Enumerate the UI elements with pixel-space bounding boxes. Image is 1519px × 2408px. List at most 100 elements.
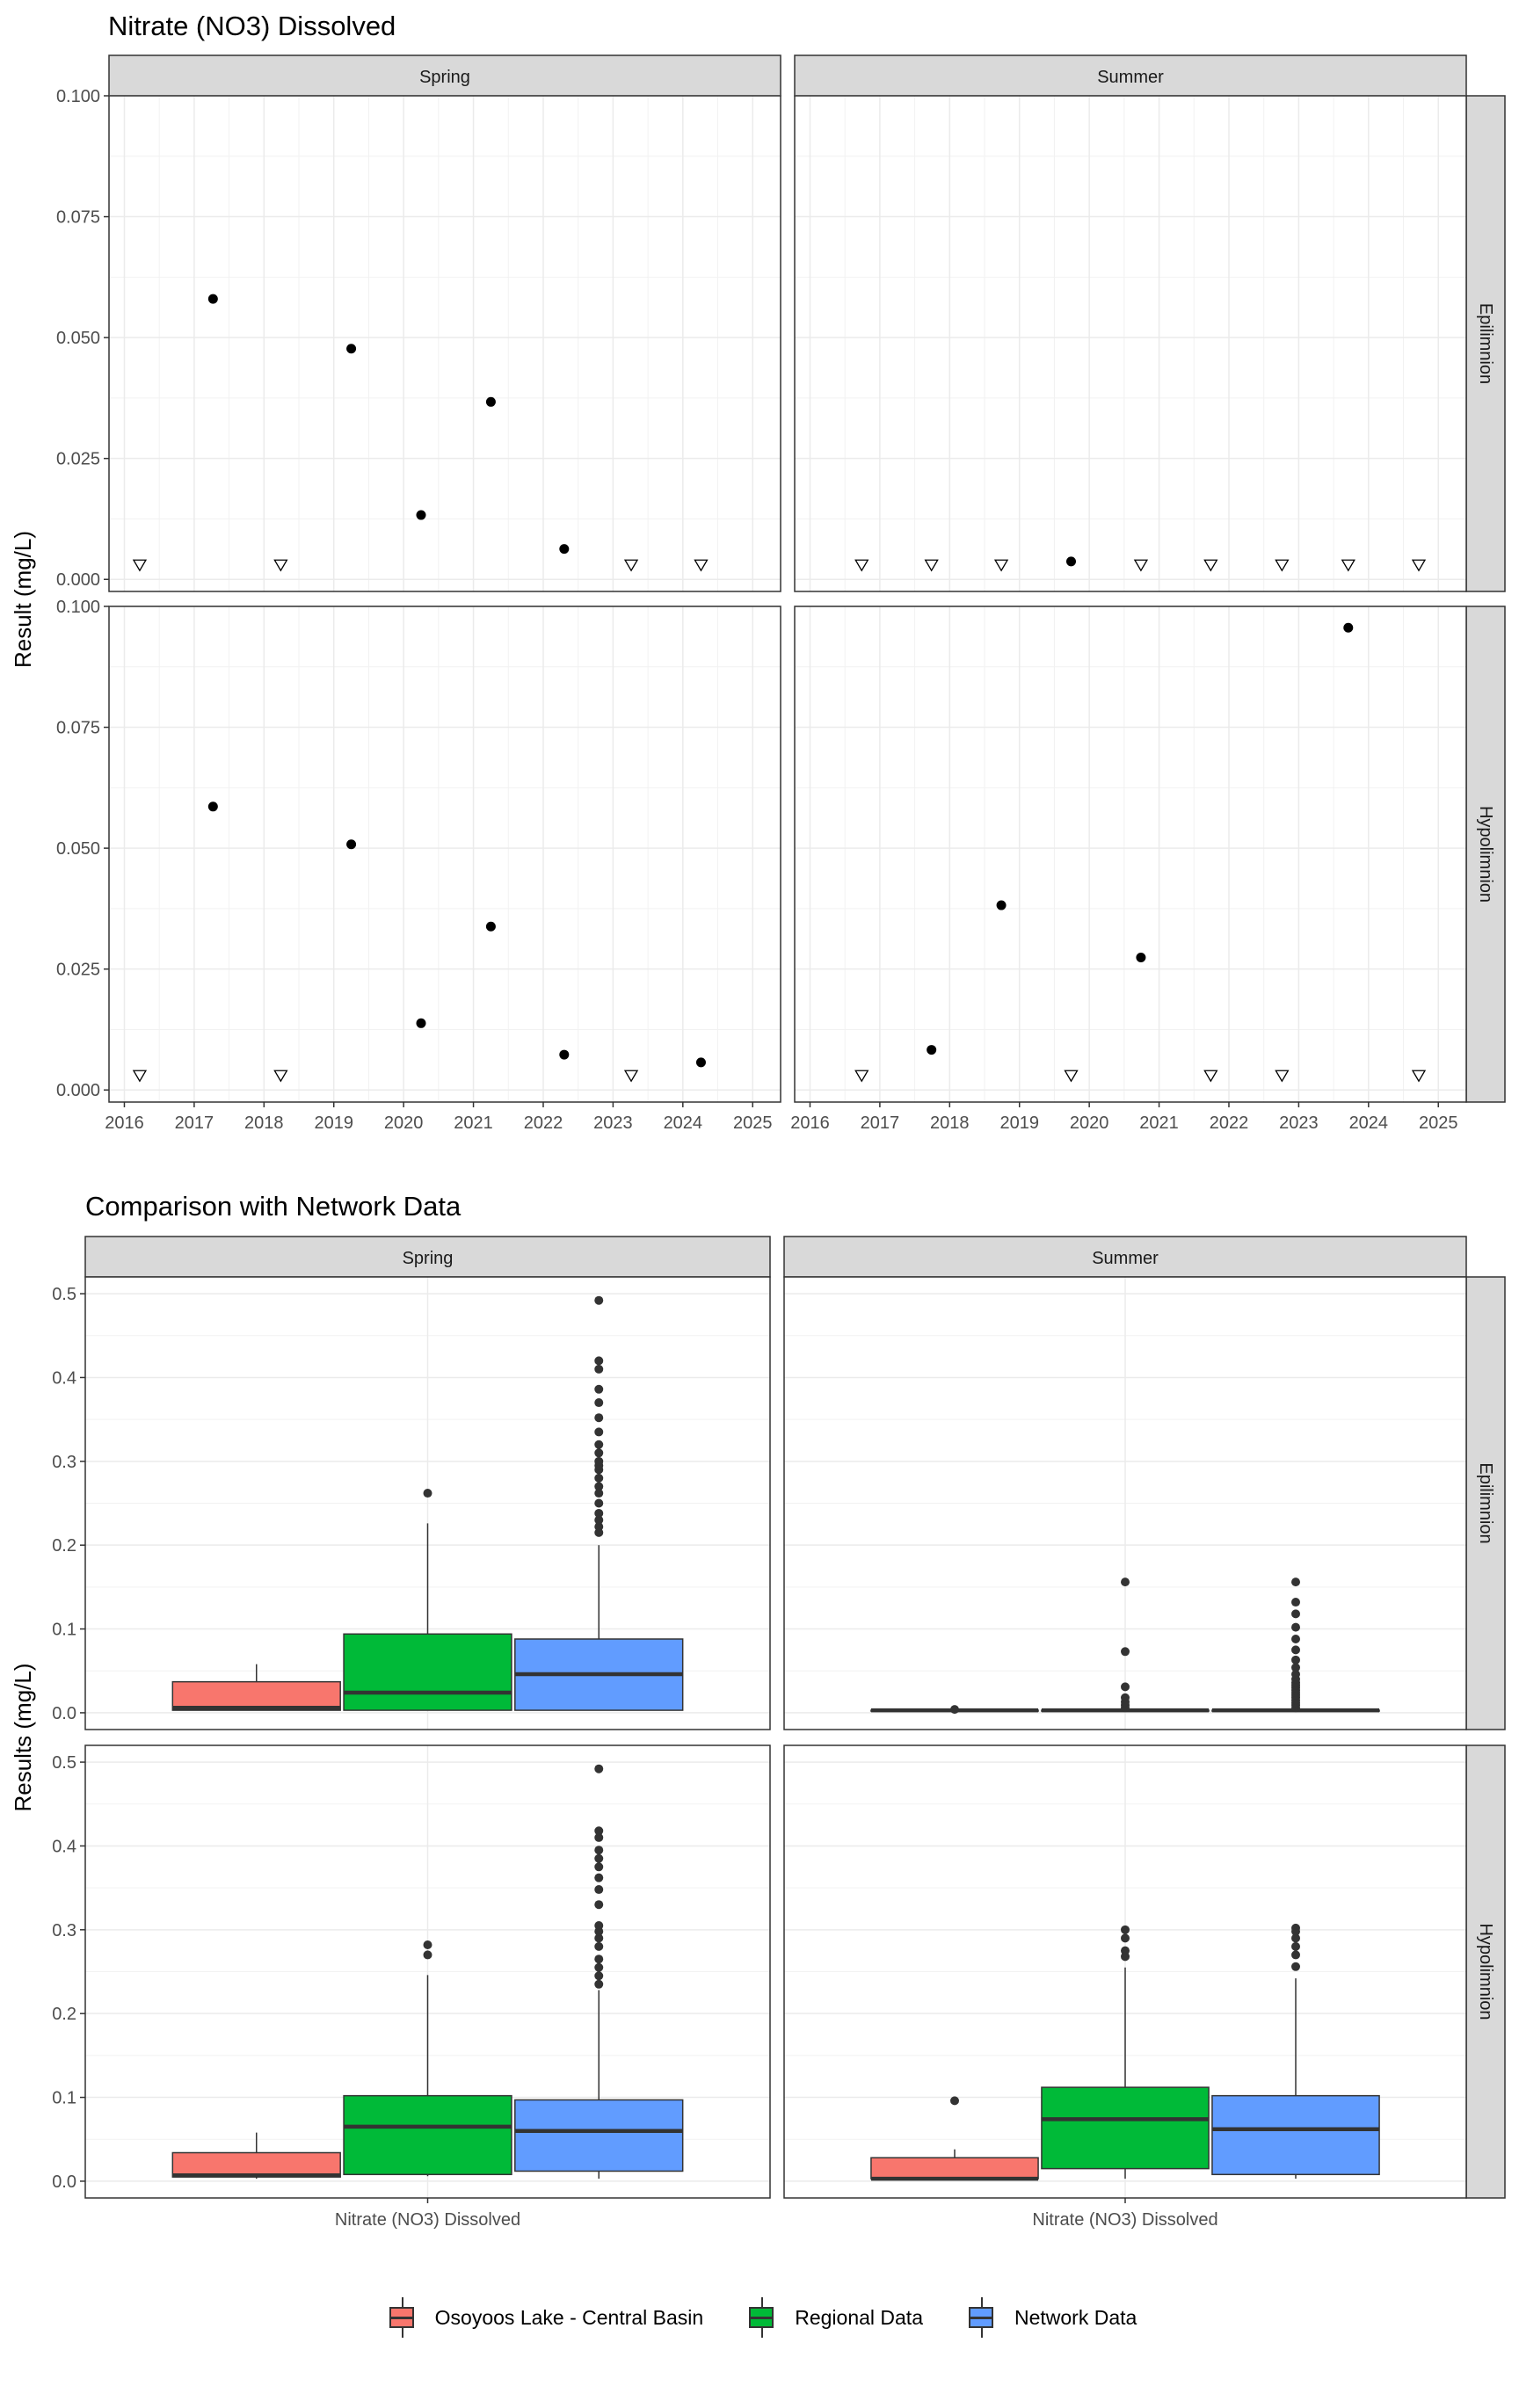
y-tick-label: 0.4 bbox=[52, 1368, 76, 1388]
y-axis-title: Results (mg/L) bbox=[10, 1663, 36, 1811]
y-tick-label: 0.000 bbox=[56, 570, 100, 590]
facet-strip-label-spring: Spring bbox=[419, 68, 470, 87]
facet-strip-label-epilimnion: Epilimnion bbox=[1476, 303, 1495, 384]
outlier-point bbox=[594, 1356, 604, 1366]
outlier-point bbox=[594, 1832, 604, 1842]
outlier-point bbox=[1121, 1933, 1130, 1943]
panel-background bbox=[109, 96, 781, 591]
x-tick-label: Nitrate (NO3) Dissolved bbox=[335, 2210, 520, 2230]
panel-border bbox=[108, 95, 781, 592]
outlier-point bbox=[594, 1440, 604, 1449]
chart-title-nitrate: Nitrate (NO3) Dissolved bbox=[108, 11, 396, 41]
outlier-point bbox=[1291, 1941, 1300, 1951]
outlier-point bbox=[594, 1515, 604, 1525]
outlier-point bbox=[950, 1705, 959, 1715]
y-tick-label: 0.0 bbox=[52, 2172, 76, 2192]
y-tick-label: 0.000 bbox=[56, 1081, 100, 1100]
legend: Osoyoos Lake - Central Basin Regional Da… bbox=[0, 2296, 1519, 2339]
box-body bbox=[870, 2157, 1039, 2180]
box-body bbox=[1041, 2086, 1210, 2170]
outlier-point bbox=[1291, 1609, 1300, 1619]
panel-border bbox=[108, 606, 781, 1103]
y-tick-label: 0.025 bbox=[56, 450, 100, 469]
outlier-point bbox=[594, 1398, 604, 1408]
legend-key-osoyoos bbox=[382, 2297, 423, 2338]
x-tick-label: 2024 bbox=[1349, 1113, 1389, 1133]
y-tick-label: 0.1 bbox=[52, 1621, 76, 1640]
legend-item-network: Network Data bbox=[962, 2297, 1137, 2338]
below-detection-marker bbox=[273, 559, 288, 572]
facet-strip-label-epilimnion: Epilimnion bbox=[1476, 1462, 1495, 1543]
panel-border bbox=[84, 1276, 771, 1730]
data-point bbox=[207, 801, 218, 812]
outlier-point bbox=[594, 1384, 604, 1394]
outlier-point bbox=[1291, 1670, 1300, 1679]
panel-border bbox=[783, 1276, 1467, 1730]
outlier-point bbox=[594, 1979, 604, 1989]
facet-strip-summer bbox=[794, 54, 1467, 97]
x-tick-label: 2016 bbox=[790, 1113, 830, 1133]
y-tick-label: 0.1 bbox=[52, 2089, 76, 2108]
data-point bbox=[207, 294, 218, 304]
outlier-point bbox=[1121, 1682, 1130, 1692]
below-detection-marker bbox=[1341, 559, 1355, 572]
facet-strip-summer bbox=[783, 1236, 1467, 1278]
outlier-point bbox=[594, 1364, 604, 1374]
box-osoyoos-lake-central-basin bbox=[171, 2132, 341, 2180]
box-network-data bbox=[1211, 1578, 1380, 1713]
x-tick-label: 2022 bbox=[1210, 1113, 1249, 1133]
legend-item-osoyoos: Osoyoos Lake - Central Basin bbox=[382, 2297, 704, 2338]
outlier-point bbox=[594, 1489, 604, 1498]
legend-label-osoyoos: Osoyoos Lake - Central Basin bbox=[434, 2305, 704, 2329]
x-tick-label: 2020 bbox=[1070, 1113, 1109, 1133]
below-detection-marker bbox=[854, 1070, 869, 1083]
panel-spring-hypolimnion bbox=[84, 1744, 771, 2199]
legend-label-network: Network Data bbox=[1014, 2305, 1137, 2329]
box-osoyoos-lake-central-basin bbox=[171, 1664, 341, 1711]
y-tick-label: 0.5 bbox=[52, 1285, 76, 1304]
y-tick-label: 0.4 bbox=[52, 1837, 76, 1856]
outlier-point bbox=[1121, 1946, 1130, 1955]
outlier-point bbox=[1291, 1655, 1300, 1665]
below-detection-marker bbox=[1203, 559, 1218, 572]
x-tick-label: 2018 bbox=[244, 1113, 284, 1133]
outlier-point bbox=[594, 1941, 604, 1951]
below-detection-marker bbox=[623, 1070, 639, 1083]
panel-summer-epilimnion bbox=[794, 95, 1467, 592]
outlier-point bbox=[1121, 1578, 1130, 1587]
outlier-point bbox=[1291, 1933, 1300, 1943]
data-point bbox=[927, 1045, 937, 1055]
legend-item-regional: Regional Data bbox=[742, 2297, 923, 2338]
data-point bbox=[416, 510, 426, 520]
outlier-point bbox=[1121, 1925, 1130, 1934]
y-tick-label: 0.2 bbox=[52, 2005, 76, 2024]
outlier-point bbox=[1121, 1693, 1130, 1702]
data-point bbox=[559, 544, 570, 555]
outlier-point bbox=[1291, 1663, 1300, 1672]
legend-key-regional bbox=[742, 2297, 782, 2338]
outlier-point bbox=[1291, 1962, 1300, 1971]
y-tick-label: 0.2 bbox=[52, 1536, 76, 1556]
box-regional-data bbox=[343, 1940, 512, 2177]
box-body bbox=[1211, 2094, 1380, 2176]
outlier-point bbox=[594, 1853, 604, 1863]
outlier-point bbox=[594, 1846, 604, 1855]
outlier-point bbox=[950, 2096, 959, 2106]
x-tick-label: 2025 bbox=[1419, 1113, 1458, 1133]
data-point bbox=[1343, 622, 1354, 633]
y-tick-label: 0.025 bbox=[56, 961, 100, 980]
box-regional-data bbox=[1041, 1578, 1210, 1713]
box-osoyoos-lake-central-basin bbox=[870, 2096, 1039, 2181]
box-regional-data bbox=[1041, 1925, 1210, 2180]
facet-strip-label-hypolimnion: Hypolimnion bbox=[1476, 1923, 1495, 2020]
box-network-data bbox=[514, 1764, 684, 2180]
x-tick-label: 2016 bbox=[105, 1113, 144, 1133]
panel-summer-hypolimnion bbox=[794, 606, 1467, 1103]
data-point bbox=[996, 900, 1007, 910]
panel-background bbox=[795, 606, 1466, 1102]
box-regional-data bbox=[343, 1489, 512, 1711]
below-detection-marker bbox=[924, 559, 939, 572]
below-detection-marker bbox=[854, 559, 869, 572]
outlier-point bbox=[594, 1456, 604, 1466]
legend-key-network bbox=[962, 2297, 1002, 2338]
